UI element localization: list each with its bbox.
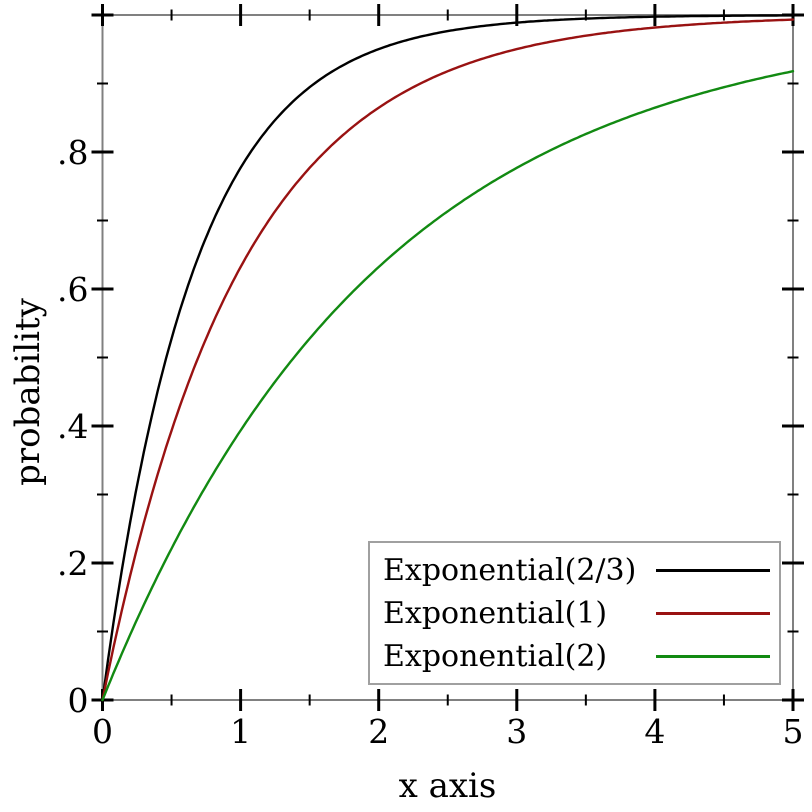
legend-row: Exponential(1): [383, 592, 770, 635]
legend-label: Exponential(2): [383, 638, 608, 674]
legend-line-sample: [656, 611, 770, 615]
curve-series-1: [101, 18, 795, 702]
y-tick-label: 0: [68, 681, 89, 720]
legend-line-sample: [656, 654, 770, 658]
curve-series-0: [101, 14, 795, 702]
legend-row: Exponential(2): [383, 635, 770, 678]
legend-line-sample: [656, 568, 770, 572]
x-tick-label: 3: [506, 712, 527, 751]
x-tick-label: 4: [644, 712, 665, 751]
legend: Exponential(2/3) Exponential(1) Exponent…: [368, 541, 781, 685]
legend-label: Exponential(1): [383, 595, 608, 631]
x-axis-title: x axis: [398, 766, 497, 806]
y-tick-label: .2: [57, 544, 89, 583]
y-tick-label: .8: [57, 133, 89, 172]
x-tick-label: 2: [368, 712, 389, 751]
y-axis-title: probability: [8, 298, 48, 486]
y-tick-label: .6: [57, 270, 89, 309]
x-tick-label: 5: [783, 712, 804, 751]
legend-row: Exponential(2/3): [383, 549, 770, 592]
curve-series-2: [101, 70, 795, 702]
y-tick-label: .4: [57, 407, 89, 446]
x-tick-label: 1: [230, 712, 251, 751]
legend-label: Exponential(2/3): [383, 552, 637, 588]
x-tick-label: 0: [92, 712, 113, 751]
